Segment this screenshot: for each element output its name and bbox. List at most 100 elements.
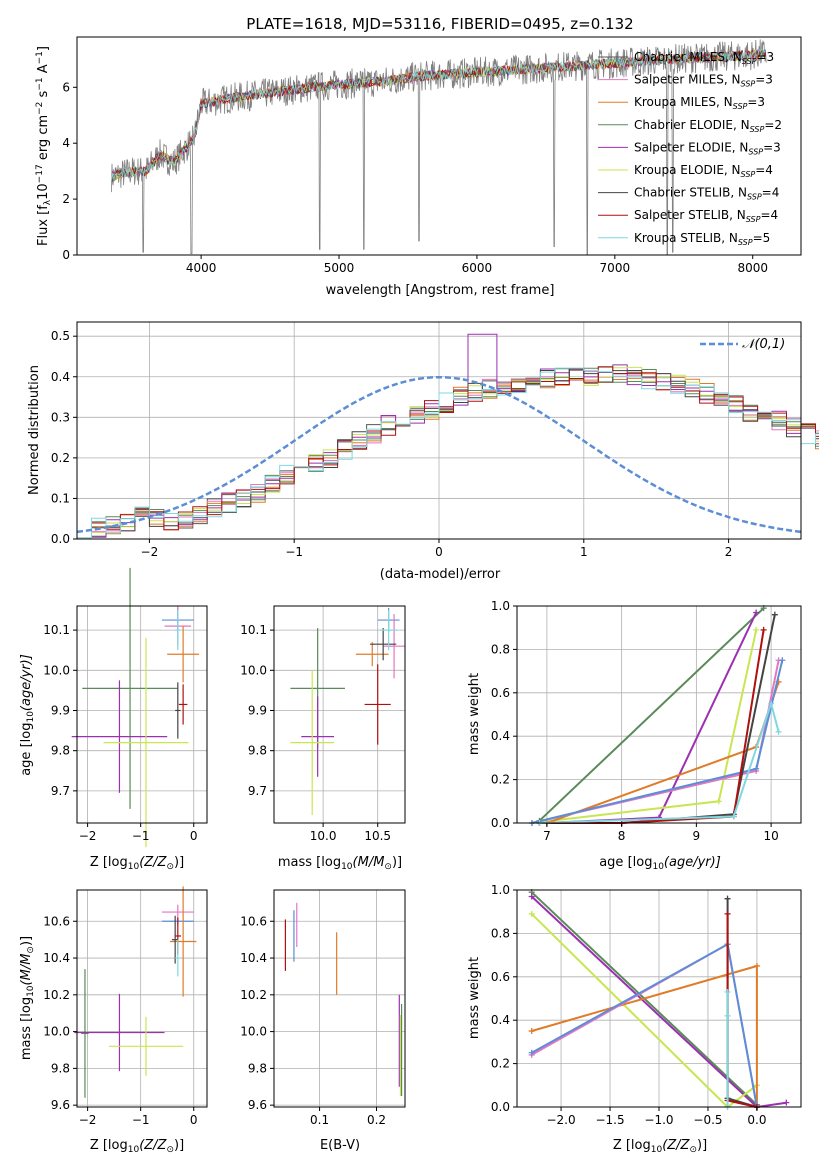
y-tick-label: 10.1 <box>43 623 70 637</box>
y-tick-label: 9.6 <box>51 1098 70 1112</box>
y-tick-label: 10.2 <box>240 988 267 1002</box>
x-tick-label: −1 <box>132 1113 150 1127</box>
weight-marker <box>768 700 775 707</box>
ageM-x-label: mass [log10(M/M⊙)] <box>278 855 402 872</box>
x-tick-label: 0 <box>190 829 198 843</box>
y-tick-label: 0.5 <box>51 329 70 343</box>
weight-marker <box>528 910 535 917</box>
x-tick-label: 0 <box>435 545 443 559</box>
y-tick-label: 0.2 <box>491 773 510 787</box>
weight-marker <box>724 895 731 902</box>
weight-marker <box>775 728 782 735</box>
residual-x-label: (data-model)/error <box>380 567 501 582</box>
x-tick-label: 9 <box>693 829 701 843</box>
y-tick-label: 0.6 <box>491 970 510 984</box>
weight-line <box>726 898 758 1108</box>
age-vs-mass-panel: 10.0 10.5 9.7 9.8 9.9 10.0 10.1 <box>240 605 406 843</box>
y-tick-label: 0.0 <box>491 1100 510 1114</box>
spectrum-x-label: wavelength [Angstrom, rest frame] <box>326 283 555 298</box>
x-tick-label: 6000 <box>462 261 493 275</box>
y-tick-label: 1.0 <box>491 599 510 613</box>
x-tick-label: −2 <box>79 829 97 843</box>
weight-marker <box>715 798 722 805</box>
wZ-y-label: mass weight <box>467 957 482 1039</box>
y-tick-label: 10.6 <box>240 914 267 928</box>
residual-histogram <box>77 366 819 539</box>
axes-frame <box>273 605 406 824</box>
spectrum-legend: Chabrier MILES, NSSP=3 Salpeter MILES, NS… <box>598 50 782 247</box>
y-tick-label: 9.9 <box>248 703 267 717</box>
weight-line <box>538 607 765 822</box>
y-tick-label: 9.7 <box>51 784 70 798</box>
weight-marker <box>724 988 731 995</box>
y-tick-label: 0.4 <box>491 1013 510 1027</box>
model-spectrum <box>111 48 767 182</box>
y-tick-label: 9.7 <box>248 784 267 798</box>
age-vs-metallicity-panel: −2 −1 0 9.7 9.8 9.9 10.0 10.1 <box>43 567 208 848</box>
y-tick-label: 0.3 <box>51 410 70 424</box>
legend-label: Salpeter STELIB, NSSP=4 <box>634 208 778 224</box>
weight-marker <box>753 962 760 969</box>
residual-histogram <box>77 368 819 539</box>
weight-marker <box>724 1012 731 1019</box>
y-tick-label: 10.0 <box>43 1025 70 1039</box>
legend-label: Kroupa STELIB, NSSP=5 <box>634 231 770 247</box>
y-tick-label: 10.0 <box>43 663 70 677</box>
weight-marker <box>771 611 778 618</box>
legend-label: Salpeter MILES, NSSP=3 <box>634 73 773 89</box>
y-tick-label: 9.8 <box>248 1061 267 1075</box>
y-tick-label: 10.0 <box>240 1025 267 1039</box>
y-tick-label: 9.8 <box>248 744 267 758</box>
y-tick-label: 10.2 <box>43 988 70 1002</box>
weight-marker <box>528 1028 535 1035</box>
axes-frame <box>76 605 208 824</box>
axes-frame <box>516 605 802 824</box>
residual-legend: 𝒩(0,1) <box>700 337 785 352</box>
x-tick-label: 7 <box>543 829 551 843</box>
residual-histogram <box>77 369 819 539</box>
y-tick-label: 0.1 <box>51 491 70 505</box>
axes-frame <box>76 889 208 1108</box>
mE-x-label: E(B-V) <box>320 1138 360 1153</box>
spectrum-y-label: Flux [fλ10−17 erg cm−2 s−1 A−1] <box>35 46 53 246</box>
residual-histograms <box>76 333 819 539</box>
x-tick-label: 4000 <box>186 261 217 275</box>
spectrum-panel: 4000 5000 6000 7000 8000 0 2 4 6 Chabrier MILES,… <box>35 36 802 298</box>
y-tick-label: 0.8 <box>491 926 510 940</box>
y-tick-label: 9.8 <box>51 744 70 758</box>
x-tick-label: 0 <box>190 1113 198 1127</box>
residual-histogram <box>77 366 819 539</box>
y-tick-label: 0.2 <box>491 1057 510 1071</box>
x-tick-label: −1 <box>285 545 303 559</box>
y-tick-label: 0.4 <box>491 729 510 743</box>
x-tick-label: 10 <box>763 829 778 843</box>
x-tick-label: 10.0 <box>310 829 337 843</box>
mZ-x-label: Z [log10(Z/Z⊙)] <box>90 1138 184 1155</box>
legend-label: Chabrier MILES, NSSP=3 <box>634 50 774 66</box>
weight-marker <box>753 765 760 772</box>
weight-marker <box>730 813 737 820</box>
y-tick-label: 10.1 <box>240 623 267 637</box>
gaussian-curve <box>76 375 802 534</box>
weight-marker <box>760 626 767 633</box>
legend-label: Kroupa MILES, NSSP=3 <box>634 95 765 111</box>
wAge-x-label: age [log10(age/yr)] <box>599 855 721 872</box>
x-tick-label: −1 <box>132 829 150 843</box>
residual-histogram <box>77 366 819 539</box>
y-tick-label: 9.9 <box>51 703 70 717</box>
x-tick-label: −2 <box>79 1113 97 1127</box>
x-tick-label: 0.0 <box>747 1113 766 1127</box>
y-tick-label: 9.6 <box>248 1098 267 1112</box>
weight-marker <box>783 1099 790 1106</box>
x-tick-label: −1.0 <box>644 1113 673 1127</box>
weight-vs-metallicity-panel: −2.0 −1.5 −1.0 −0.5 0.0 0.0 0.2 0.4 0.6 0.8 1.0 <box>491 883 802 1127</box>
y-tick-label: 0.0 <box>491 816 510 830</box>
x-tick-label: 10.5 <box>364 829 391 843</box>
legend-label: Kroupa ELODIE, NSSP=4 <box>634 163 773 179</box>
y-tick-label: 0 <box>62 248 70 262</box>
y-tick-label: 2 <box>62 192 70 206</box>
mass-vs-metallicity-panel: −2 −1 0 9.6 9.8 10.0 10.2 10.4 10.6 <box>43 886 208 1127</box>
axes-frame <box>273 889 406 1108</box>
x-tick-label: 7000 <box>600 261 631 275</box>
